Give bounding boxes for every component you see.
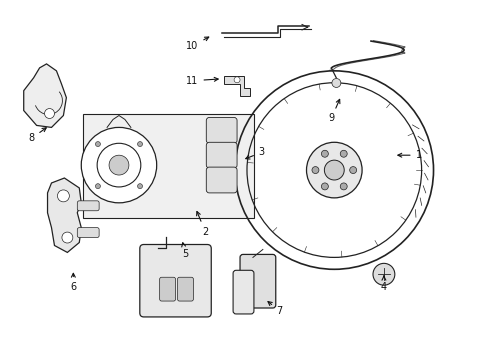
Circle shape	[137, 184, 142, 189]
FancyBboxPatch shape	[140, 244, 211, 317]
Text: 5: 5	[182, 243, 188, 260]
FancyBboxPatch shape	[233, 270, 253, 314]
Polygon shape	[224, 76, 249, 96]
Text: 11: 11	[186, 76, 218, 86]
Text: 4: 4	[380, 276, 386, 292]
FancyBboxPatch shape	[77, 228, 99, 238]
FancyBboxPatch shape	[77, 201, 99, 211]
Text: 1: 1	[397, 150, 421, 160]
Circle shape	[321, 183, 327, 190]
Text: 7: 7	[267, 302, 282, 316]
Circle shape	[306, 142, 361, 198]
Circle shape	[95, 184, 100, 189]
Circle shape	[349, 167, 356, 174]
FancyBboxPatch shape	[177, 277, 193, 301]
FancyBboxPatch shape	[206, 142, 237, 168]
Text: 8: 8	[28, 128, 46, 143]
Circle shape	[331, 78, 340, 87]
Text: 6: 6	[70, 273, 76, 292]
FancyBboxPatch shape	[206, 117, 237, 143]
Text: 9: 9	[327, 99, 339, 123]
FancyBboxPatch shape	[160, 277, 175, 301]
Text: 3: 3	[245, 147, 264, 159]
Circle shape	[321, 150, 327, 157]
Circle shape	[109, 155, 129, 175]
FancyBboxPatch shape	[240, 255, 275, 308]
Circle shape	[234, 77, 240, 83]
Circle shape	[324, 160, 344, 180]
Circle shape	[137, 141, 142, 147]
Text: 2: 2	[196, 211, 208, 237]
Circle shape	[95, 141, 100, 147]
Circle shape	[340, 183, 346, 190]
Circle shape	[81, 127, 156, 203]
Polygon shape	[24, 64, 66, 127]
Circle shape	[340, 150, 346, 157]
Polygon shape	[47, 178, 81, 252]
Circle shape	[57, 190, 69, 202]
Circle shape	[311, 167, 318, 174]
Circle shape	[44, 109, 54, 118]
Text: 10: 10	[186, 37, 208, 51]
Circle shape	[62, 232, 73, 243]
FancyBboxPatch shape	[83, 113, 253, 218]
FancyBboxPatch shape	[206, 167, 237, 193]
Circle shape	[372, 264, 394, 285]
